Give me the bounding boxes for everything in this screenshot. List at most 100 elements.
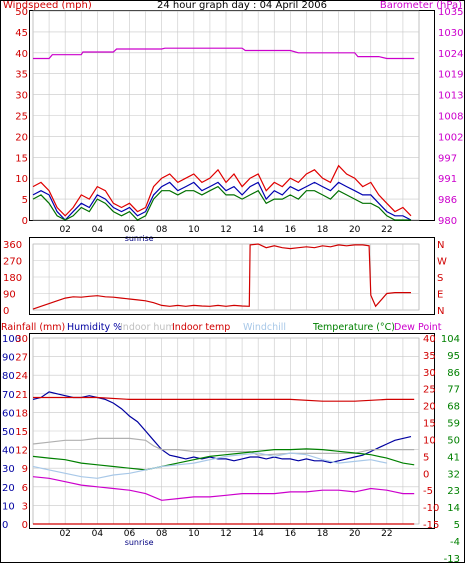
wind-direction-tick-label: 360 [3, 240, 22, 251]
temperature-f-tick-label: 86 [447, 368, 460, 379]
rainfall-tick-label: 6 [22, 483, 28, 494]
barometer-tick-label: 1030 [438, 28, 463, 39]
temperature-f-tick-label: 77 [447, 385, 460, 396]
panel-1-frame [29, 10, 435, 221]
rainfall-tick-label: 21 [15, 390, 28, 401]
humidity-tick-label: 20 [2, 483, 15, 494]
rainfall-tick-label: 15 [15, 427, 28, 438]
climate-series-line-2 [33, 396, 415, 402]
wind-direction-tick-label: 90 [3, 290, 16, 301]
barometer-tick-label: 991 [438, 174, 457, 185]
rainfall-tick-label: 9 [22, 464, 28, 475]
barometer-tick-label: 1013 [438, 91, 463, 102]
sunrise-label: sunrise [125, 234, 154, 243]
wind-direction-line [32, 243, 411, 310]
barometer-tick-label: 997 [438, 153, 457, 164]
temperature-f-tick-label: 5 [454, 520, 460, 531]
compass-label: E [437, 290, 443, 301]
temperature-c-tick-label: 15 [423, 419, 436, 430]
humidity-tick-label: 90 [2, 353, 15, 364]
temperature-c-tick-label: 40 [423, 334, 436, 345]
x-tick-label: 18 [317, 225, 329, 235]
humidity-tick-label: 60 [2, 408, 15, 419]
temperature-f-tick-label: -4 [450, 537, 460, 548]
legend-label: Rainfall (mm) [1, 322, 65, 333]
x-tick-label: 04 [92, 225, 104, 235]
wind-series-line-4 [33, 47, 415, 60]
x-tick-label: 08 [156, 529, 168, 539]
compass-label: N [437, 306, 444, 317]
humidity-tick-label: 50 [2, 427, 15, 438]
humidity-tick-label: 70 [2, 390, 15, 401]
temperature-c-tick-label: 10 [423, 435, 436, 446]
temperature-c-tick-label: -10 [423, 503, 439, 514]
legend-label: Indoor hum [120, 322, 175, 333]
x-tick-label: 20 [349, 225, 361, 235]
windspeed-tick-label: 25 [15, 112, 28, 123]
humidity-tick-label: 100 [2, 334, 21, 345]
legend-label: Humidity % [67, 322, 122, 333]
rainfall-tick-label: 3 [22, 501, 28, 512]
temperature-c-tick-label: 5 [423, 452, 429, 463]
windspeed-tick-label: 0 [22, 216, 28, 227]
barometer-tick-label: 1002 [438, 132, 463, 143]
legend-label: Indoor temp [172, 322, 230, 333]
x-tick-label: 12 [220, 529, 231, 539]
barometer-tick-label: 986 [438, 195, 457, 206]
wind-series-line-2 [32, 181, 412, 221]
temperature-c-tick-label: 0 [423, 469, 429, 480]
x-tick-label: 18 [317, 529, 329, 539]
windspeed-tick-label: 50 [15, 7, 28, 18]
compass-label: N [437, 240, 444, 251]
barometer-axis-label: Barometer (hPa) [380, 0, 462, 11]
windspeed-tick-label: 15 [15, 153, 28, 164]
barometer-tick-label: 1019 [438, 70, 463, 81]
temperature-c-tick-label: 25 [423, 385, 436, 396]
windspeed-tick-label: 5 [22, 195, 28, 206]
x-tick-label: 16 [285, 529, 297, 539]
humidity-tick-label: 40 [2, 446, 15, 457]
x-tick-label: 06 [124, 529, 136, 539]
climate-series-line-3 [32, 437, 415, 456]
windspeed-tick-label: 45 [15, 28, 28, 39]
x-tick-label: 10 [188, 225, 200, 235]
rainfall-tick-label: 24 [15, 371, 28, 382]
barometer-tick-label: 1024 [438, 49, 463, 60]
compass-label: S [437, 273, 443, 284]
temperature-f-tick-label: 68 [447, 402, 460, 413]
wind-direction-tick-label: 180 [3, 273, 22, 284]
panel-2-frame [29, 237, 435, 315]
humidity-tick-label: 10 [2, 501, 15, 512]
temperature-c-tick-label: 35 [423, 351, 436, 362]
legend-label: Temperature (°C) [312, 322, 395, 333]
temperature-c-tick-label: 20 [423, 402, 436, 413]
barometer-tick-label: 1035 [438, 7, 463, 18]
windspeed-tick-label: 20 [15, 132, 28, 143]
x-tick-label: 10 [188, 529, 200, 539]
chart-title: 24 hour graph day : 04 April 2006 [157, 0, 327, 11]
barometer-tick-label: 980 [438, 216, 457, 227]
x-tick-label: 04 [92, 529, 104, 539]
x-tick-label: 16 [285, 225, 297, 235]
panel-3-frame [29, 333, 435, 529]
temperature-c-tick-label: 30 [423, 368, 436, 379]
x-tick-label: 14 [252, 529, 264, 539]
rainfall-tick-label: 18 [15, 408, 28, 419]
humidity-tick-label: 0 [2, 520, 8, 531]
wind-series-line-3 [32, 185, 411, 221]
x-tick-label: 02 [59, 529, 70, 539]
legend-label: Dew Point [394, 322, 442, 333]
compass-label: W [437, 257, 447, 268]
windspeed-tick-label: 30 [15, 91, 28, 102]
x-tick-label: 22 [381, 225, 392, 235]
x-tick-label: 20 [349, 529, 361, 539]
climate-series-line-4 [32, 448, 415, 471]
temperature-f-tick-label: -13 [444, 554, 460, 563]
rainfall-tick-label: 0 [22, 520, 28, 531]
humidity-tick-label: 80 [2, 371, 15, 382]
wind-series-line-1 [32, 164, 412, 217]
x-tick-label: 06 [124, 225, 136, 235]
rainfall-tick-label: 27 [15, 353, 28, 364]
rainfall-tick-label: 30 [15, 334, 28, 345]
